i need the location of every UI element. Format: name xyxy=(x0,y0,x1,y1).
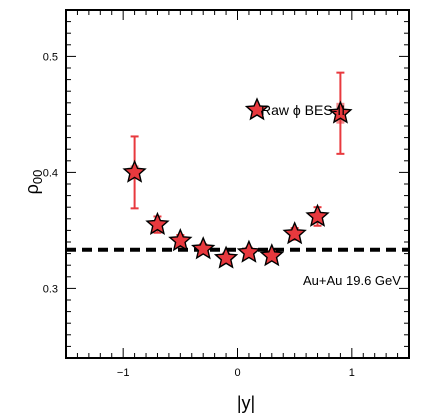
y-axis-label: ρ00 xyxy=(22,170,45,195)
y-axis-label-main: ρ xyxy=(22,184,42,194)
data-point xyxy=(305,203,330,227)
legend-label: Raw ϕ BES-II xyxy=(261,102,345,118)
legend-marker xyxy=(244,97,270,121)
y-tick-label: 0.5 xyxy=(43,51,58,63)
data-point xyxy=(122,159,147,183)
y-axis-label-sub: 00 xyxy=(30,170,45,184)
marker-layer xyxy=(122,97,353,269)
annotation-label: Au+Au 19.6 GeV xyxy=(303,273,401,288)
x-tick-label: −1 xyxy=(117,367,130,379)
y-tick-label: 0.4 xyxy=(43,167,58,179)
data-point xyxy=(282,221,307,245)
data-point xyxy=(191,236,216,260)
axis-layer: −1 0 1 0.3 0.4 0.5 xyxy=(43,9,410,379)
data-point xyxy=(168,228,193,252)
svg-text:ρ00: ρ00 xyxy=(22,170,45,195)
x-axis-label: |y| xyxy=(237,393,255,413)
data-point xyxy=(145,211,170,235)
y-tick-label: 0.3 xyxy=(43,283,58,295)
data-point xyxy=(236,239,262,263)
data-point xyxy=(259,243,284,267)
plot-frame xyxy=(65,9,410,359)
data-point xyxy=(213,245,239,269)
plot-area xyxy=(65,9,410,359)
x-tick-label: 0 xyxy=(234,367,240,379)
x-tick-label: 1 xyxy=(349,367,355,379)
data-point xyxy=(328,100,353,124)
